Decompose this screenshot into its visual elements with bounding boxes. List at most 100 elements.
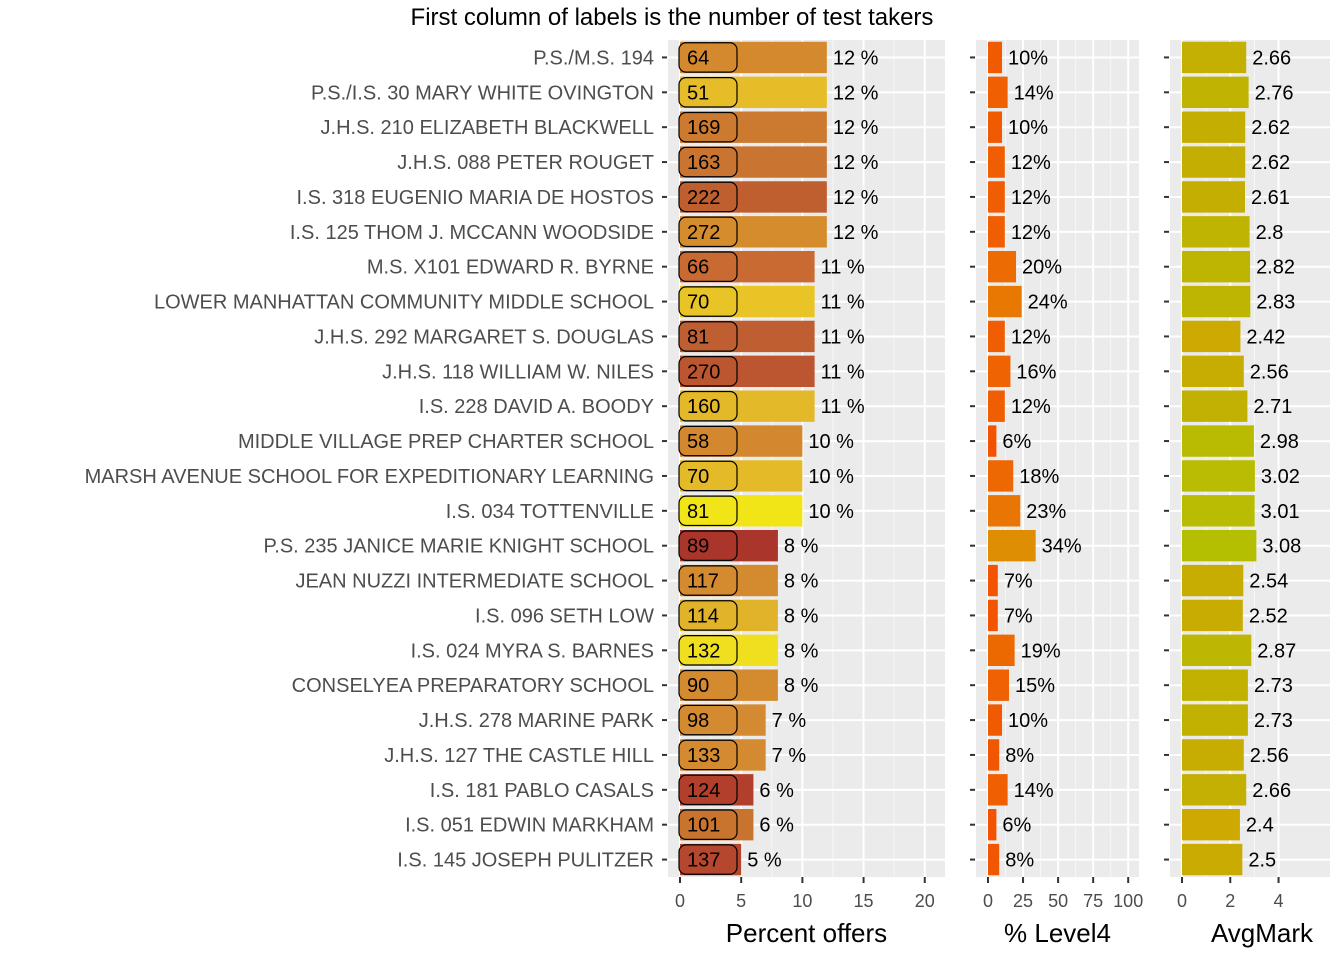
value-label: 19% (1021, 640, 1061, 662)
test-taker-count: 114 (687, 605, 719, 627)
value-label: 12 % (833, 222, 879, 244)
x-axis-title: AvgMark (1211, 918, 1314, 948)
bar (988, 285, 1022, 318)
value-label: 7 % (772, 710, 807, 732)
test-taker-count: 270 (687, 361, 720, 383)
value-label: 3.02 (1261, 466, 1300, 488)
bar (1182, 460, 1255, 492)
bar (1182, 564, 1244, 597)
test-taker-count: 117 (687, 571, 719, 593)
row-label: I.S. 034 TOTTENVILLE (446, 501, 654, 523)
test-taker-count: 132 (687, 640, 720, 662)
test-taker-box (678, 42, 738, 73)
test-taker-count: 89 (687, 536, 709, 558)
value-label: 12% (1011, 152, 1051, 174)
value-label: 20% (1022, 257, 1062, 279)
test-taker-count: 81 (687, 501, 709, 523)
bar (988, 564, 998, 597)
value-label: 24% (1028, 292, 1068, 314)
value-label: 8% (1005, 745, 1034, 767)
bar (1182, 669, 1248, 701)
value-label: 7% (1004, 605, 1033, 627)
x-tick-label: 50 (1048, 891, 1068, 911)
test-taker-box (678, 530, 738, 561)
bar (1182, 425, 1254, 457)
row-label: JEAN NUZZI INTERMEDIATE SCHOOL (295, 571, 654, 593)
value-label: 2.8 (1256, 222, 1284, 244)
value-label: 10% (1008, 117, 1048, 139)
bar (988, 181, 1005, 213)
bar (1182, 390, 1248, 422)
bar (1182, 146, 1246, 178)
value-label: 2.56 (1250, 745, 1289, 767)
value-label: 14% (1014, 82, 1054, 104)
bar (988, 460, 1014, 492)
value-label: 10 % (808, 431, 854, 453)
value-label: 2.87 (1257, 640, 1296, 662)
test-taker-count: 70 (687, 466, 709, 488)
x-tick-label: 75 (1083, 891, 1103, 911)
x-tick-label: 0 (983, 891, 993, 911)
value-label: 2.56 (1250, 361, 1289, 383)
bar (988, 390, 1005, 422)
bar (1182, 181, 1245, 213)
value-label: 12% (1011, 187, 1051, 209)
x-tick-label: 5 (736, 891, 746, 911)
value-label: 12% (1011, 396, 1051, 418)
value-label: 3.08 (1262, 536, 1301, 558)
value-label: 8% (1005, 850, 1034, 872)
value-label: 2.71 (1253, 396, 1292, 418)
test-taker-box (678, 111, 738, 143)
bar (1182, 285, 1251, 318)
value-label: 8 % (784, 571, 819, 593)
x-axis-title: % Level4 (1004, 918, 1111, 948)
value-label: 2.62 (1251, 117, 1290, 139)
bar (1182, 808, 1240, 841)
test-taker-count: 124 (687, 780, 720, 802)
bar (988, 529, 1036, 562)
value-label: 11 % (821, 292, 865, 314)
bar (988, 76, 1008, 109)
test-taker-box (678, 600, 738, 631)
test-taker-box (678, 774, 738, 806)
bar (1182, 216, 1250, 248)
value-label: 12% (1011, 326, 1051, 348)
bar (1182, 843, 1243, 876)
panel-background (668, 40, 945, 877)
bar (1182, 495, 1255, 527)
value-label: 2.73 (1254, 675, 1293, 697)
row-label: I.S. 228 DAVID A. BOODY (419, 396, 654, 418)
value-label: 8 % (784, 640, 819, 662)
value-label: 6 % (759, 780, 794, 802)
value-label: 11 % (821, 326, 865, 348)
test-taker-count: 169 (687, 117, 720, 139)
value-label: 14% (1014, 780, 1054, 802)
bar (988, 669, 1010, 701)
value-label: 2.5 (1248, 850, 1276, 872)
test-taker-box (678, 809, 738, 840)
value-label: 12 % (833, 82, 879, 104)
test-taker-count: 101 (687, 815, 720, 837)
bar (988, 599, 998, 632)
test-taker-count: 81 (687, 326, 709, 348)
bar (1182, 529, 1257, 562)
bar (1182, 111, 1246, 143)
bar (988, 425, 997, 457)
test-taker-box (678, 425, 738, 457)
value-label: 11 % (821, 257, 865, 279)
value-label: 2.82 (1256, 257, 1295, 279)
value-label: 2.83 (1256, 292, 1295, 314)
row-label: I.S. 096 SETH LOW (475, 605, 654, 627)
test-taker-box (678, 495, 738, 527)
value-label: 12 % (833, 187, 879, 209)
test-taker-count: 51 (687, 82, 709, 104)
row-label: LOWER MANHATTAN COMMUNITY MIDDLE SCHOOL (154, 292, 654, 314)
value-label: 16% (1016, 361, 1056, 383)
value-label: 18% (1019, 466, 1059, 488)
test-taker-box (678, 77, 738, 108)
row-label: J.H.S. 292 MARGARET S. DOUGLAS (314, 326, 654, 348)
value-label: 2.66 (1252, 47, 1291, 69)
bar (988, 250, 1017, 283)
bar (988, 774, 1008, 806)
